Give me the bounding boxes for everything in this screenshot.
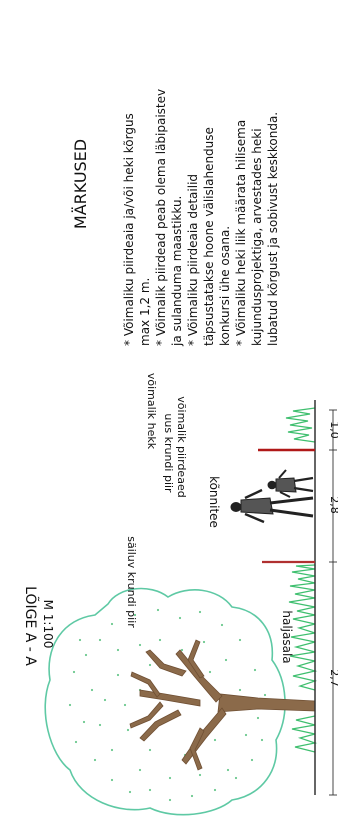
note-line: ja sulanduma maastikku. (170, 196, 184, 347)
note-line: konkursi ühe osana. (218, 226, 232, 346)
dimension-value-2: 2,8 (328, 496, 338, 514)
hedge (285, 407, 316, 443)
section-scale: M 1:100 (41, 600, 55, 649)
section-title: LÕIGE A - A (22, 586, 39, 666)
notes-block: MÄRKUSED * Võimaliku piirdeaia ja/või he… (71, 89, 280, 347)
note-line: * Võimaliku piirdeaia detailid (186, 174, 200, 346)
dimension-value-1: 2,7 (328, 669, 338, 687)
note-line: täpsustatakse hoone välislahenduse (202, 127, 216, 346)
note-line: * Võimaliku heki liik määrata hilisema (234, 120, 248, 346)
label-hedge: võimalik hekk (145, 373, 158, 450)
note-line: lubatud kõrgust ja sobivust keskkonda. (266, 112, 280, 346)
note-line: * Võimalik piirdead peab olema läbipaist… (154, 89, 168, 346)
pedestrians-figure (230, 469, 314, 524)
dimension-value-3: 1,0 (328, 421, 338, 439)
note-line: * Võimaliku piirdeaia ja/või heki kõrgus (122, 113, 136, 346)
notes-heading: MÄRKUSED (71, 139, 90, 229)
label-new-fence-2: võimalik piirdeaed (175, 396, 188, 497)
label-lawn: haljasala (280, 610, 294, 663)
label-new-fence-1: uus krundi piir (162, 413, 175, 493)
section-drawing: LÕIGE A - A M 1:100 säiluv krundi piir k… (22, 373, 338, 816)
note-line: max 1,2 m. (138, 278, 152, 346)
label-existing-fence: säiluv krundi piir (125, 536, 138, 628)
tree-trunk (129, 639, 316, 771)
dimension-line (329, 409, 337, 796)
tree-crown (44, 587, 286, 816)
note-line: kujundusprojektiga, arvestades heki (250, 128, 264, 346)
label-walkway: kõnnitee (207, 476, 221, 528)
